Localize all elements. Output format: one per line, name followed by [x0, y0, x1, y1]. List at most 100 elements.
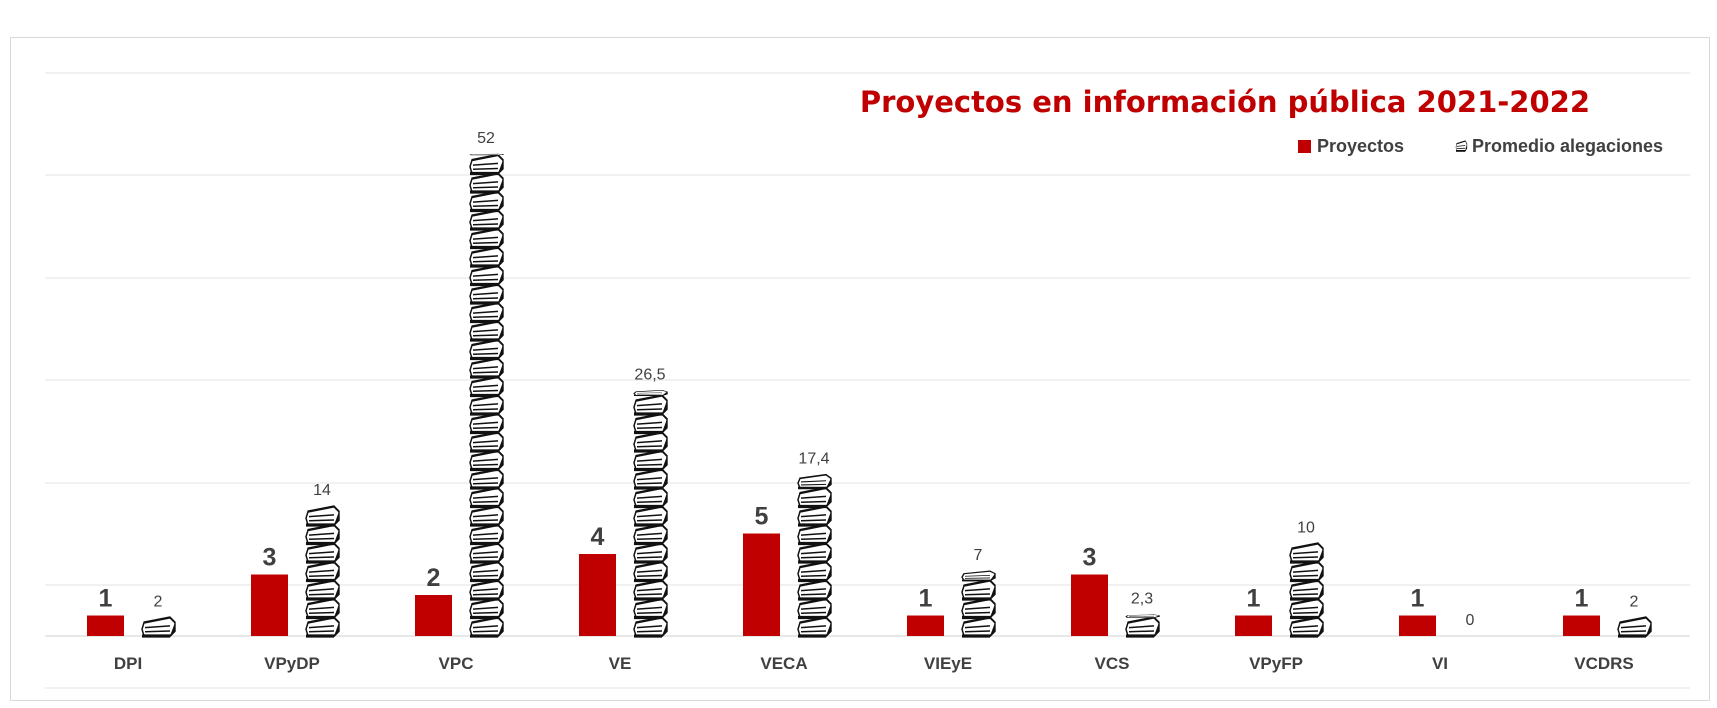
book-icon [468, 208, 505, 231]
book-icon [796, 615, 833, 638]
book-icon [960, 615, 997, 638]
book-icon [468, 449, 505, 472]
book-icon [469, 152, 504, 156]
legend: Proyectos Promedio alegaciones [1298, 136, 1663, 156]
book-icon [632, 597, 669, 620]
legend-label-promedio-alegaciones: Promedio alegaciones [1472, 136, 1663, 156]
book-icon [468, 245, 505, 268]
bar-promedio-alegaciones [1288, 541, 1325, 638]
book-icon [468, 301, 505, 324]
data-label-promedio-alegaciones: 2 [154, 593, 163, 610]
bar-proyectos [87, 615, 124, 636]
book-icon [468, 227, 505, 250]
book-icon [796, 486, 833, 509]
book-icon [304, 560, 341, 583]
book-icon [468, 523, 505, 546]
book-icon [468, 393, 505, 416]
bar-promedio-alegaciones [960, 570, 997, 638]
bar-promedio-alegaciones [468, 152, 505, 638]
legend-label-proyectos: Proyectos [1317, 136, 1404, 156]
data-label-promedio-alegaciones: 2,3 [1131, 591, 1153, 608]
data-label-proyectos: 3 [1083, 544, 1097, 572]
data-label-promedio-alegaciones: 52 [477, 130, 495, 147]
data-label-proyectos: 1 [1575, 585, 1589, 613]
book-icon [632, 615, 669, 638]
book-icon [796, 473, 833, 490]
book-icon [304, 504, 341, 527]
book-icon [468, 541, 505, 564]
data-label-proyectos: 5 [755, 503, 769, 531]
data-label-promedio-alegaciones: 0 [1466, 612, 1475, 629]
bar-proyectos [579, 554, 616, 636]
book-icon [468, 190, 505, 213]
book-icon [468, 356, 505, 379]
book-icon [304, 578, 341, 601]
book-icon [468, 319, 505, 342]
data-label-promedio-alegaciones: 17,4 [798, 451, 829, 468]
plot-area: DPI 1 2 VPyDP 3 14 VPC 2 52 VE 4 26,5 VECA 5 17,4 VIEyE… [87, 130, 1653, 673]
category-label: VCDRS [1574, 654, 1634, 673]
bar-proyectos [1071, 574, 1108, 636]
book-icon [468, 615, 505, 638]
data-label-promedio-alegaciones: 2 [1630, 593, 1639, 610]
category-label: VCS [1095, 654, 1130, 673]
bar-proyectos [907, 615, 944, 636]
category-label: VPC [439, 654, 474, 673]
book-icon [796, 541, 833, 564]
book-icon [796, 560, 833, 583]
book-icon [468, 504, 505, 527]
book-icon [468, 578, 505, 601]
bar-proyectos [1399, 615, 1436, 636]
book-icon [632, 541, 669, 564]
book-icon [468, 264, 505, 287]
book-icon [960, 578, 997, 601]
bar-proyectos [1563, 615, 1600, 636]
book-icon [796, 578, 833, 601]
book-icon [632, 523, 669, 546]
book-icon [632, 467, 669, 490]
category-label: DPI [114, 654, 142, 673]
book-icon [633, 389, 668, 397]
category-label: VPyFP [1249, 654, 1303, 673]
book-icon [468, 412, 505, 435]
book-icon [468, 560, 505, 583]
bar-proyectos [415, 595, 452, 636]
bar-promedio-alegaciones [632, 389, 669, 638]
book-icon [1288, 597, 1325, 620]
book-icon [304, 615, 341, 638]
data-label-promedio-alegaciones: 14 [313, 482, 331, 499]
book-icon [796, 523, 833, 546]
category-label: VE [609, 654, 632, 673]
bar-proyectos [743, 533, 780, 636]
data-label-proyectos: 2 [427, 564, 441, 592]
data-label-promedio-alegaciones: 10 [1297, 519, 1315, 536]
legend-swatch-proyectos [1298, 140, 1311, 153]
data-label-proyectos: 4 [591, 523, 605, 551]
category-label: VIEyE [924, 654, 972, 673]
data-label-proyectos: 1 [1247, 585, 1261, 613]
bar-proyectos [251, 574, 288, 636]
book-icon [304, 597, 341, 620]
bar-promedio-alegaciones [140, 615, 177, 638]
bar-proyectos [1235, 615, 1272, 636]
gridlines [45, 72, 1690, 689]
book-icon [468, 282, 505, 305]
book-icon [468, 153, 505, 176]
data-label-promedio-alegaciones: 26,5 [634, 366, 665, 383]
data-label-proyectos: 1 [99, 585, 113, 613]
book-icon [632, 449, 669, 472]
legend-books-icon [1455, 140, 1468, 152]
book-icon [632, 393, 669, 416]
book-icon [632, 504, 669, 527]
chart-title: Proyectos en información pública 2021-20… [860, 85, 1590, 119]
book-icon [961, 570, 996, 582]
book-icon [468, 171, 505, 194]
book-icon [1124, 615, 1161, 638]
book-icon [1125, 613, 1160, 619]
book-icon [796, 597, 833, 620]
book-icon [632, 430, 669, 453]
book-icon [140, 615, 177, 638]
book-icon [1616, 615, 1653, 638]
book-icon [468, 486, 505, 509]
data-label-proyectos: 1 [1411, 585, 1425, 613]
